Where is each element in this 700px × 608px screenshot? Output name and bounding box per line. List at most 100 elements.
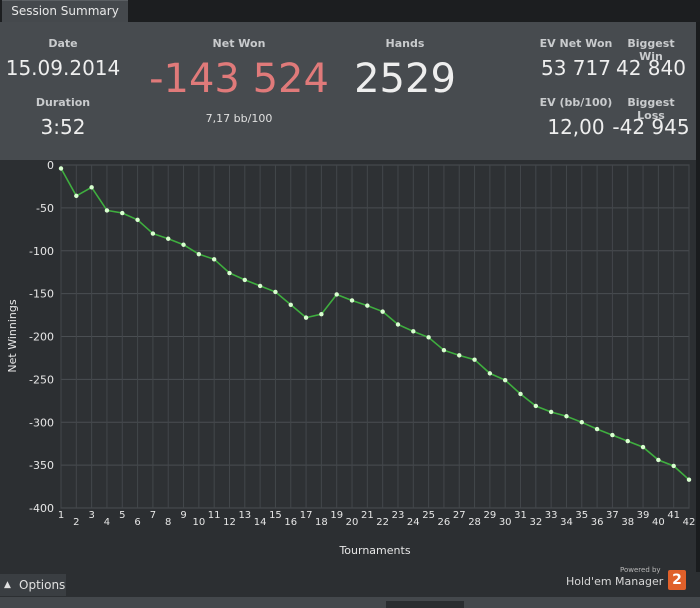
- x-tick-labels: 1234567891011121314151617181920212223242…: [58, 510, 696, 528]
- data-point: [548, 409, 554, 415]
- data-point: [58, 166, 64, 171]
- x-tick-label: 15: [269, 510, 282, 521]
- biggest-win-label: Biggest Win: [627, 37, 675, 63]
- data-point: [319, 312, 324, 317]
- data-point: [395, 322, 401, 327]
- x-tick-label: 11: [208, 510, 221, 521]
- data-point: [671, 463, 676, 469]
- x-tick-label: 10: [192, 517, 205, 528]
- data-point: [181, 242, 186, 247]
- x-tick-label: 41: [667, 510, 680, 521]
- net-won-value: -143 524: [149, 56, 329, 102]
- data-point: [135, 217, 140, 223]
- x-tick-label: 35: [575, 510, 588, 521]
- tab-bar: Session Summary: [0, 0, 700, 22]
- data-point: [288, 302, 293, 307]
- data-point: [533, 403, 539, 409]
- x-tick-label: 1: [58, 510, 64, 521]
- scrollbar[interactable]: [696, 22, 700, 597]
- data-point: [640, 444, 646, 450]
- brand-name: Hold'em Manager: [566, 575, 664, 588]
- x-tick-label: 22: [376, 517, 389, 528]
- data-point: [518, 391, 523, 397]
- x-tick-label: 9: [180, 510, 186, 521]
- data-point: [74, 193, 79, 199]
- y-tick-label: -150: [29, 288, 54, 301]
- grid-lines: [60, 164, 690, 509]
- ev-net-won-label: EV Net Won: [539, 37, 613, 50]
- ev-net-won-value: 53 717: [541, 56, 611, 80]
- x-axis-label: Tournaments: [338, 544, 410, 557]
- y-tick-label: -200: [29, 331, 54, 344]
- x-tick-label: 23: [392, 510, 405, 521]
- x-tick-label: 42: [683, 517, 696, 528]
- tab-session-summary[interactable]: Session Summary: [2, 0, 128, 22]
- x-tick-label: 18: [315, 517, 328, 528]
- x-tick-label: 25: [422, 510, 435, 521]
- data-point: [166, 236, 171, 241]
- x-tick-label: 13: [238, 510, 251, 521]
- bb-per-100-value: 7,17 bb/100: [205, 112, 273, 125]
- data-point: [625, 438, 630, 444]
- date-value: 15.09.2014: [5, 56, 121, 80]
- hands-label: Hands: [385, 37, 425, 50]
- data-point: [242, 277, 248, 283]
- x-tick-label: 14: [254, 517, 267, 528]
- data-point: [656, 457, 661, 463]
- x-tick-label: 20: [346, 517, 359, 528]
- options-button[interactable]: ▲ Options: [0, 574, 66, 596]
- data-point: [564, 414, 569, 419]
- ev-bb-value: 12,00: [547, 115, 605, 139]
- powered-by-text: Powered by: [620, 566, 661, 574]
- data-point: [594, 426, 600, 432]
- data-point: [610, 432, 615, 438]
- data-point: [487, 371, 493, 376]
- x-tick-label: 38: [621, 517, 634, 528]
- data-point: [380, 309, 385, 314]
- x-tick-label: 26: [438, 517, 451, 528]
- data-point: [441, 348, 447, 353]
- chevron-up-icon: ▲: [4, 580, 11, 590]
- x-tick-label: 6: [134, 517, 140, 528]
- x-tick-label: 37: [606, 510, 619, 521]
- x-tick-label: 17: [300, 510, 313, 521]
- date-label: Date: [48, 37, 78, 50]
- hands-value: 2529: [354, 56, 456, 102]
- y-axis-label: Net Winnings: [6, 299, 19, 372]
- duration-label: Duration: [35, 96, 91, 109]
- y-tick-label: -100: [29, 245, 54, 258]
- biggest-loss-value: -42 945: [612, 115, 690, 139]
- x-tick-label: 40: [652, 517, 665, 528]
- data-point: [150, 231, 156, 236]
- series-line: [60, 168, 690, 481]
- ev-bb-label: EV (bb/100): [539, 96, 613, 109]
- data-point: [211, 257, 217, 262]
- net-won-label: Net Won: [212, 37, 266, 50]
- data-point: [686, 477, 692, 482]
- x-tick-label: 3: [88, 510, 94, 521]
- x-tick-label: 21: [361, 510, 374, 521]
- y-tick-label: -400: [29, 502, 54, 515]
- x-tick-label: 31: [514, 510, 527, 521]
- x-tick-label: 2: [73, 517, 79, 528]
- x-tick-label: 24: [407, 517, 420, 528]
- x-tick-label: 5: [119, 510, 125, 521]
- data-point: [273, 289, 278, 295]
- x-tick-label: 12: [223, 517, 236, 528]
- bottom-tab[interactable]: [386, 601, 464, 608]
- biggest-win-value: 42 840: [616, 56, 686, 80]
- hm2-logo-icon: 2: [668, 570, 686, 590]
- y-tick-label: -50: [36, 202, 54, 215]
- data-point: [472, 357, 477, 362]
- x-tick-label: 34: [560, 517, 573, 528]
- data-point: [104, 208, 110, 213]
- data-points: [58, 166, 692, 482]
- data-point: [257, 283, 263, 289]
- data-point: [365, 303, 370, 308]
- x-tick-label: 32: [529, 517, 542, 528]
- data-point: [303, 315, 309, 320]
- bottom-tab-strip: [0, 597, 700, 608]
- data-point: [120, 210, 125, 216]
- duration-value: 3:52: [40, 115, 86, 139]
